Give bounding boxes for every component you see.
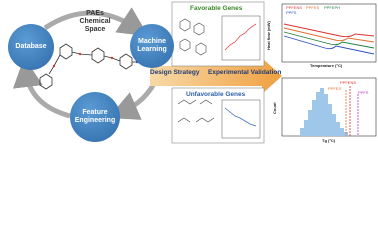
node-label: Feature Engineering <box>74 109 116 124</box>
decorations <box>12 1 377 144</box>
arrow-label: Design Strategy <box>150 69 200 76</box>
x-axis-label: Tg (°C) <box>322 138 336 143</box>
unfavorable-title: Unfavorable Genes <box>186 91 246 98</box>
y-axis-label: Heat flow (mW) <box>266 21 271 50</box>
node-label: Machine Learning <box>137 38 167 53</box>
legend-entry: PPFS <box>286 10 297 15</box>
page: Database Machine Learning Feature Engine… <box>8 1 377 144</box>
node-database: Database <box>8 24 54 70</box>
node-machine-learning: Machine Learning <box>130 24 174 68</box>
x-axis-label: Temperature (°C) <box>310 63 343 68</box>
arrow-label: Experimental Validation <box>208 69 282 76</box>
node-feature-engineering: Feature Engineering <box>70 92 120 142</box>
legend-entry: PPFENS <box>286 5 303 10</box>
legend-entry: PPFS <box>358 90 369 95</box>
favorable-title: Favorable Genes <box>190 5 243 12</box>
legend-entry: PPFES <box>328 86 342 91</box>
node-label: Database <box>15 43 47 50</box>
legend-entry: PPFEPH <box>324 5 341 10</box>
legend-entry: PPFENS <box>340 80 357 85</box>
legend-entry: PPFES <box>306 5 320 10</box>
y-axis-label: Count <box>272 102 277 114</box>
center-title: PAEs Chemical Space <box>79 10 111 33</box>
